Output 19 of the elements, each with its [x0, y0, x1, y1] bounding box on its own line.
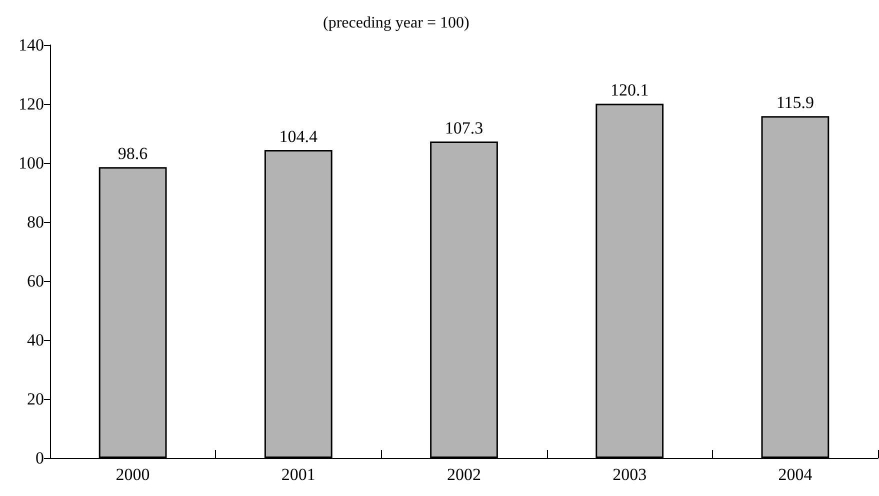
y-tick-label: 100: [18, 154, 44, 172]
y-tick-label: 120: [18, 94, 44, 114]
y-tick-label: 20: [27, 390, 44, 408]
x-tick-label: 2003: [612, 465, 647, 484]
x-tick-label: 2004: [778, 465, 813, 484]
x-tick-label: 2002: [447, 465, 481, 484]
y-tick-label: 140: [18, 36, 44, 54]
data-label: 104.4: [279, 127, 318, 146]
data-label: 107.3: [444, 118, 484, 138]
data-label: 120.1: [610, 80, 649, 100]
data-label: 98.6: [118, 144, 148, 164]
y-tick-label: 80: [27, 212, 44, 232]
x-tick-label: 2000: [116, 465, 150, 484]
y-tick-label: 60: [27, 272, 44, 290]
y-tick-label: 0: [36, 448, 44, 468]
x-tick-label: 2001: [281, 465, 316, 484]
data-label: 115.9: [776, 93, 814, 112]
chart-title: (preceding year = 100): [323, 14, 470, 32]
y-tick-label: 40: [27, 330, 44, 350]
